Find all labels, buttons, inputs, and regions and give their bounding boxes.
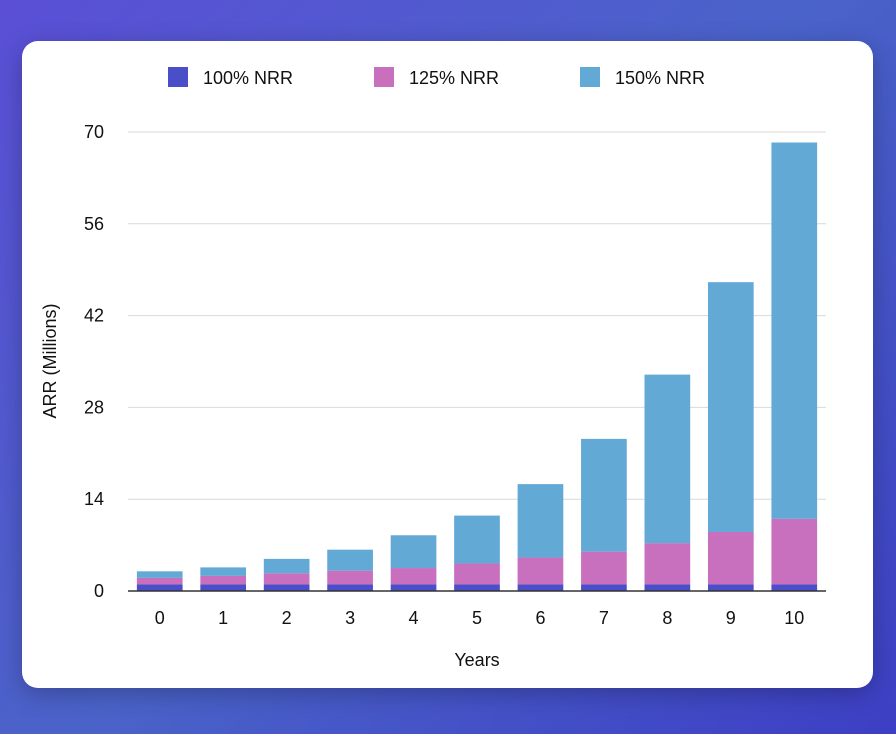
bar-segment-3 <box>771 142 818 519</box>
bar-segment-3 <box>517 484 564 558</box>
x-tick-label: 8 <box>662 608 672 628</box>
bar-segment-1 <box>644 584 691 591</box>
bar-segment-2 <box>136 577 183 585</box>
bar-segment-1 <box>454 584 500 591</box>
bar-segment-2 <box>581 551 627 585</box>
x-tick-label: 5 <box>472 608 482 628</box>
bars <box>136 142 818 591</box>
legend-swatch <box>374 67 394 87</box>
x-tick-label: 10 <box>784 608 804 628</box>
bar-segment-1 <box>707 584 754 591</box>
bar-segment-2 <box>327 570 373 585</box>
bar-segment-1 <box>581 584 627 591</box>
bar-segment-1 <box>390 584 437 591</box>
x-tick-label: 1 <box>218 608 228 628</box>
bar-segment-2 <box>390 568 437 585</box>
y-tick-label: 42 <box>84 306 104 326</box>
x-tick-label: 3 <box>345 608 355 628</box>
bar-segment-2 <box>771 518 818 585</box>
bar-segment-2 <box>644 543 691 585</box>
legend-swatch <box>168 67 188 87</box>
y-tick-label: 14 <box>84 489 104 509</box>
bar-segment-1 <box>771 584 818 591</box>
bar-segment-1 <box>263 584 310 591</box>
y-tick-label: 0 <box>94 581 104 601</box>
bar-segment-3 <box>136 571 183 578</box>
bar-segment-1 <box>327 584 373 591</box>
legend-label: 150% NRR <box>615 68 705 88</box>
bar-segment-2 <box>707 531 754 585</box>
x-tick-label: 4 <box>409 608 419 628</box>
x-tick-label: 0 <box>155 608 165 628</box>
legend-label: 100% NRR <box>203 68 293 88</box>
y-axis-ticks: 0 14 28 42 56 70 <box>84 122 104 601</box>
bar-segment-3 <box>327 549 373 571</box>
bar-segment-1 <box>200 584 247 591</box>
bar-segment-3 <box>581 438 627 552</box>
legend-label: 125% NRR <box>409 68 499 88</box>
x-tick-label: 7 <box>599 608 609 628</box>
legend-swatch <box>580 67 600 87</box>
bar-segment-2 <box>454 563 500 585</box>
bar-segment-3 <box>707 282 754 532</box>
bar-segment-3 <box>644 374 691 544</box>
y-tick-label: 56 <box>84 214 104 234</box>
bar-segment-3 <box>263 558 310 574</box>
bar-segment-3 <box>390 535 437 569</box>
x-tick-label: 6 <box>535 608 545 628</box>
y-tick-label: 70 <box>84 122 104 142</box>
bar-segment-3 <box>200 567 247 576</box>
bar-segment-2 <box>517 557 564 585</box>
bar-segment-3 <box>454 515 500 564</box>
bar-segment-2 <box>263 573 310 585</box>
bar-segment-1 <box>136 584 183 591</box>
y-axis-label: ARR (Millions) <box>40 303 60 418</box>
legend: 100% NRR 125% NRR 150% NRR <box>168 67 705 88</box>
bar-segment-1 <box>517 584 564 591</box>
x-tick-label: 9 <box>726 608 736 628</box>
bar-segment-2 <box>200 575 247 585</box>
y-tick-label: 28 <box>84 397 104 417</box>
x-axis-ticks: 0 1 2 3 4 5 6 7 8 9 10 <box>155 608 805 628</box>
x-tick-label: 2 <box>282 608 292 628</box>
x-axis-label: Years <box>454 650 499 670</box>
